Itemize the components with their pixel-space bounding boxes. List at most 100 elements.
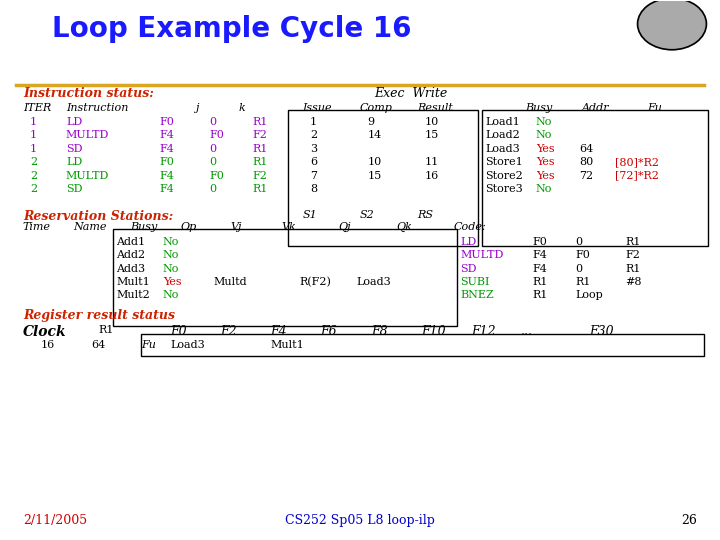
- Text: Add1: Add1: [116, 237, 145, 247]
- Text: Multd: Multd: [213, 277, 246, 287]
- Text: R1: R1: [626, 264, 641, 274]
- Text: F4: F4: [159, 130, 174, 140]
- Text: F4: F4: [159, 171, 174, 180]
- Text: Code:: Code:: [453, 221, 486, 232]
- Text: SD: SD: [460, 264, 477, 274]
- Bar: [288, 111, 478, 246]
- Text: Yes: Yes: [536, 157, 554, 167]
- Text: F30: F30: [590, 325, 614, 338]
- Text: No: No: [536, 130, 552, 140]
- Text: 7: 7: [310, 171, 317, 180]
- Text: R(F2): R(F2): [299, 277, 331, 287]
- Text: Store1: Store1: [485, 157, 523, 167]
- Text: BNEZ: BNEZ: [460, 291, 494, 300]
- Text: Mult1: Mult1: [270, 340, 304, 350]
- Text: 0: 0: [575, 264, 582, 274]
- Text: Addr: Addr: [582, 104, 610, 113]
- Text: Op: Op: [181, 221, 197, 232]
- Text: F4: F4: [532, 264, 547, 274]
- Text: Load2: Load2: [485, 130, 521, 140]
- Text: Mult2: Mult2: [116, 291, 150, 300]
- Text: No: No: [163, 237, 179, 247]
- Text: 64: 64: [579, 144, 593, 154]
- Text: 16: 16: [41, 340, 55, 350]
- Text: F2: F2: [220, 325, 237, 338]
- Text: F4: F4: [159, 144, 174, 154]
- Text: Yes: Yes: [536, 171, 554, 180]
- Text: Qk: Qk: [396, 221, 412, 232]
- Text: CS252 Sp05 L8 loop-ilp: CS252 Sp05 L8 loop-ilp: [285, 514, 435, 527]
- Text: Time: Time: [23, 221, 51, 232]
- Text: 1: 1: [30, 144, 37, 154]
- Text: 6: 6: [310, 157, 317, 167]
- Text: 8: 8: [310, 184, 317, 194]
- Text: 15: 15: [425, 130, 438, 140]
- Text: 1: 1: [30, 130, 37, 140]
- Text: 0: 0: [210, 184, 217, 194]
- Text: MULTD: MULTD: [66, 171, 109, 180]
- Text: Reservation Stations:: Reservation Stations:: [23, 210, 173, 223]
- Text: Fu: Fu: [141, 340, 156, 350]
- Text: 3: 3: [310, 144, 317, 154]
- Text: MULTD: MULTD: [66, 130, 109, 140]
- Text: 0: 0: [210, 157, 217, 167]
- Text: R1: R1: [626, 237, 641, 247]
- Text: Instruction status:: Instruction status:: [23, 87, 154, 100]
- Text: 2: 2: [310, 130, 317, 140]
- Text: R1: R1: [253, 144, 268, 154]
- Text: Loop Example Cycle 16: Loop Example Cycle 16: [52, 15, 411, 43]
- Text: 1: 1: [30, 117, 37, 127]
- Text: SD: SD: [66, 184, 82, 194]
- Text: F2: F2: [626, 250, 640, 260]
- Text: R1: R1: [253, 157, 268, 167]
- Text: 0: 0: [210, 144, 217, 154]
- Text: Add2: Add2: [116, 250, 145, 260]
- Text: No: No: [163, 250, 179, 260]
- Text: F0: F0: [575, 250, 590, 260]
- Text: ...: ...: [521, 325, 534, 338]
- Text: 1: 1: [310, 117, 317, 127]
- Text: No: No: [536, 117, 552, 127]
- Text: F0: F0: [170, 325, 186, 338]
- Text: 2: 2: [30, 184, 37, 194]
- Text: Store2: Store2: [485, 171, 523, 180]
- Text: 0: 0: [575, 237, 582, 247]
- Text: 2/11/2005: 2/11/2005: [23, 514, 87, 527]
- Text: Instruction: Instruction: [66, 104, 128, 113]
- Text: Exec  Write: Exec Write: [374, 87, 448, 100]
- Text: R1: R1: [253, 184, 268, 194]
- Text: Name: Name: [73, 221, 107, 232]
- Text: #8: #8: [626, 277, 642, 287]
- Text: Qj: Qj: [338, 221, 351, 232]
- Text: Loop: Loop: [575, 291, 603, 300]
- Text: 2: 2: [30, 171, 37, 180]
- Text: 11: 11: [425, 157, 438, 167]
- Text: Load3: Load3: [485, 144, 521, 154]
- Text: F0: F0: [159, 157, 174, 167]
- Text: Clock: Clock: [23, 325, 66, 339]
- Text: Vk: Vk: [281, 221, 296, 232]
- Text: F0: F0: [210, 171, 224, 180]
- Text: Busy: Busy: [130, 221, 158, 232]
- Text: R1: R1: [98, 325, 114, 335]
- Text: 15: 15: [367, 171, 382, 180]
- Text: F0: F0: [210, 130, 224, 140]
- Text: F8: F8: [371, 325, 387, 338]
- Text: SUBI: SUBI: [460, 277, 490, 287]
- Text: Register result status: Register result status: [23, 309, 175, 322]
- Text: LD: LD: [460, 237, 477, 247]
- Text: Yes: Yes: [536, 144, 554, 154]
- Text: 10: 10: [367, 157, 382, 167]
- Text: LD: LD: [66, 117, 82, 127]
- Text: Load3: Load3: [170, 340, 204, 350]
- Text: Add3: Add3: [116, 264, 145, 274]
- Text: Load3: Load3: [356, 277, 391, 287]
- Text: F6: F6: [320, 325, 337, 338]
- Text: RS: RS: [418, 210, 433, 220]
- Text: 64: 64: [91, 340, 105, 350]
- Text: 26: 26: [681, 514, 697, 527]
- Text: F4: F4: [159, 184, 174, 194]
- Text: k: k: [238, 104, 245, 113]
- Text: F2: F2: [253, 171, 267, 180]
- Text: F2: F2: [253, 130, 267, 140]
